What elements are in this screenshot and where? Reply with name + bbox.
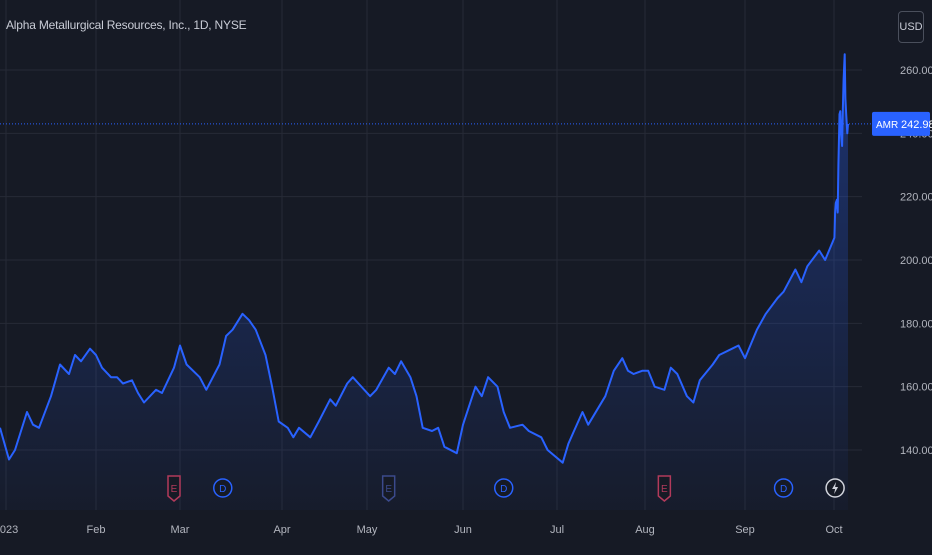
y-tick-label: 180.00 <box>900 318 932 330</box>
split-marker[interactable] <box>826 479 844 497</box>
x-axis: 2023 Feb Mar Apr May Jun Jul Aug Sep Oct <box>0 524 843 536</box>
chart-title: Alpha Metallurgical Resources, Inc., 1D,… <box>6 18 246 32</box>
dividend-label: D <box>219 484 226 495</box>
price-tag-symbol: AMR <box>876 120 898 131</box>
earnings-label: E <box>171 484 178 495</box>
dividend-label: D <box>780 484 787 495</box>
dividend-marker[interactable]: D <box>214 479 232 497</box>
y-tick-label: 200.00 <box>900 255 932 267</box>
earnings-label: E <box>385 484 392 495</box>
y-tick-label: 140.00 <box>900 445 932 457</box>
dividend-label: D <box>500 484 507 495</box>
y-tick-label: 220.00 <box>900 192 932 204</box>
x-tick-label: Jul <box>550 524 564 536</box>
earnings-marker[interactable]: E <box>383 476 395 501</box>
earnings-label: E <box>661 484 668 495</box>
y-tick-label: 260.00 <box>900 65 932 77</box>
dividend-marker[interactable]: D <box>775 479 793 497</box>
currency-button[interactable]: USD <box>898 11 924 43</box>
x-tick-label: Aug <box>635 524 655 536</box>
y-tick-label: 160.00 <box>900 382 932 394</box>
earnings-marker[interactable]: E <box>168 476 180 501</box>
area-fill <box>0 54 848 510</box>
x-tick-label: May <box>357 524 378 536</box>
x-tick-label: Mar <box>171 524 190 536</box>
dividend-marker[interactable]: D <box>495 479 513 497</box>
earnings-marker[interactable]: E <box>658 476 670 501</box>
area-fill-path <box>0 54 848 510</box>
x-tick-label: Feb <box>87 524 106 536</box>
x-tick-label: Sep <box>735 524 755 536</box>
x-tick-label: Oct <box>825 524 842 536</box>
x-tick-label: 2023 <box>0 524 18 536</box>
x-tick-label: Jun <box>454 524 472 536</box>
x-tick-label: Apr <box>273 524 290 536</box>
price-tag-value: 242.98 <box>901 119 932 131</box>
